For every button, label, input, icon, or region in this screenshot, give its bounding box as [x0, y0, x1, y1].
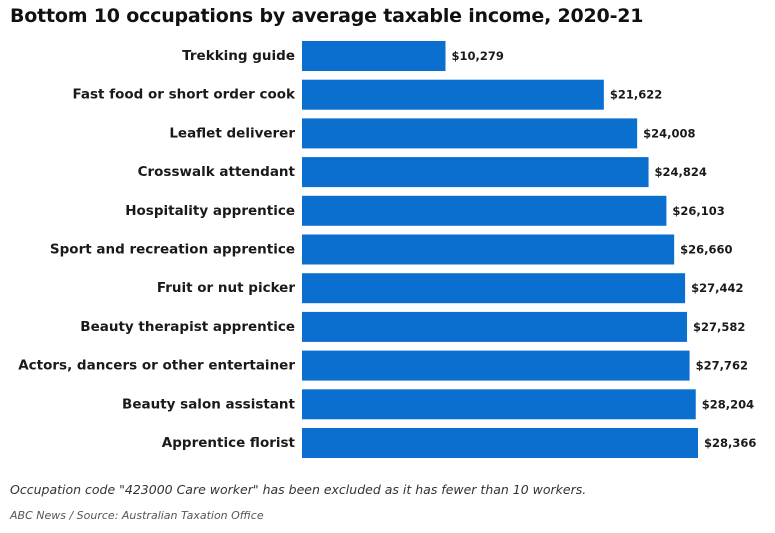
category-label: Fruit or nut picker	[157, 280, 295, 296]
value-label: $27,442	[691, 281, 743, 295]
value-label: $26,660	[680, 243, 732, 257]
bar	[302, 350, 690, 381]
value-label: $27,762	[696, 359, 748, 373]
value-label: $21,622	[610, 88, 662, 102]
value-label: $24,008	[643, 126, 695, 140]
value-label: $10,279	[451, 49, 503, 63]
category-label: Apprentice florist	[162, 435, 296, 451]
bar	[302, 157, 649, 188]
value-label: $28,204	[702, 397, 754, 411]
category-label: Beauty therapist apprentice	[80, 319, 295, 335]
source-credit: ABC News / Source: Australian Taxation O…	[10, 509, 264, 522]
category-label: Beauty salon assistant	[122, 396, 295, 412]
category-label: Actors, dancers or other entertainer	[18, 358, 295, 374]
bar	[302, 389, 696, 420]
bar	[302, 273, 686, 304]
category-label: Fast food or short order cook	[72, 87, 296, 103]
category-label: Sport and recreation apprentice	[50, 242, 295, 258]
category-label: Hospitality apprentice	[125, 203, 295, 219]
footnote: Occupation code "423000 Care worker" has…	[10, 482, 587, 497]
category-label: Leaflet deliverer	[169, 125, 295, 141]
bar-chart: Trekking guide $10,279 Fast food or short …	[18, 41, 756, 458]
category-label: Crosswalk attendant	[138, 164, 296, 180]
bar	[302, 234, 675, 265]
value-label: $27,582	[693, 320, 745, 334]
bar	[302, 311, 688, 342]
chart-title: Bottom 10 occupations by average taxable…	[10, 5, 644, 27]
bar	[302, 41, 446, 71]
bar	[302, 428, 698, 458]
value-label: $24,824	[655, 165, 707, 179]
value-label: $26,103	[672, 204, 724, 218]
bar	[302, 195, 667, 226]
bar	[302, 79, 604, 110]
category-label: Trekking guide	[182, 48, 295, 64]
value-label: $28,366	[704, 436, 756, 450]
bar	[302, 118, 638, 149]
